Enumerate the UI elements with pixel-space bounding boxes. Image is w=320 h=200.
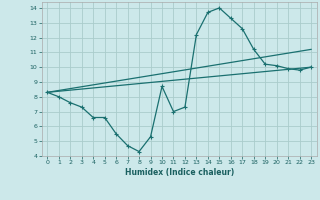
X-axis label: Humidex (Indice chaleur): Humidex (Indice chaleur) [124, 168, 234, 177]
